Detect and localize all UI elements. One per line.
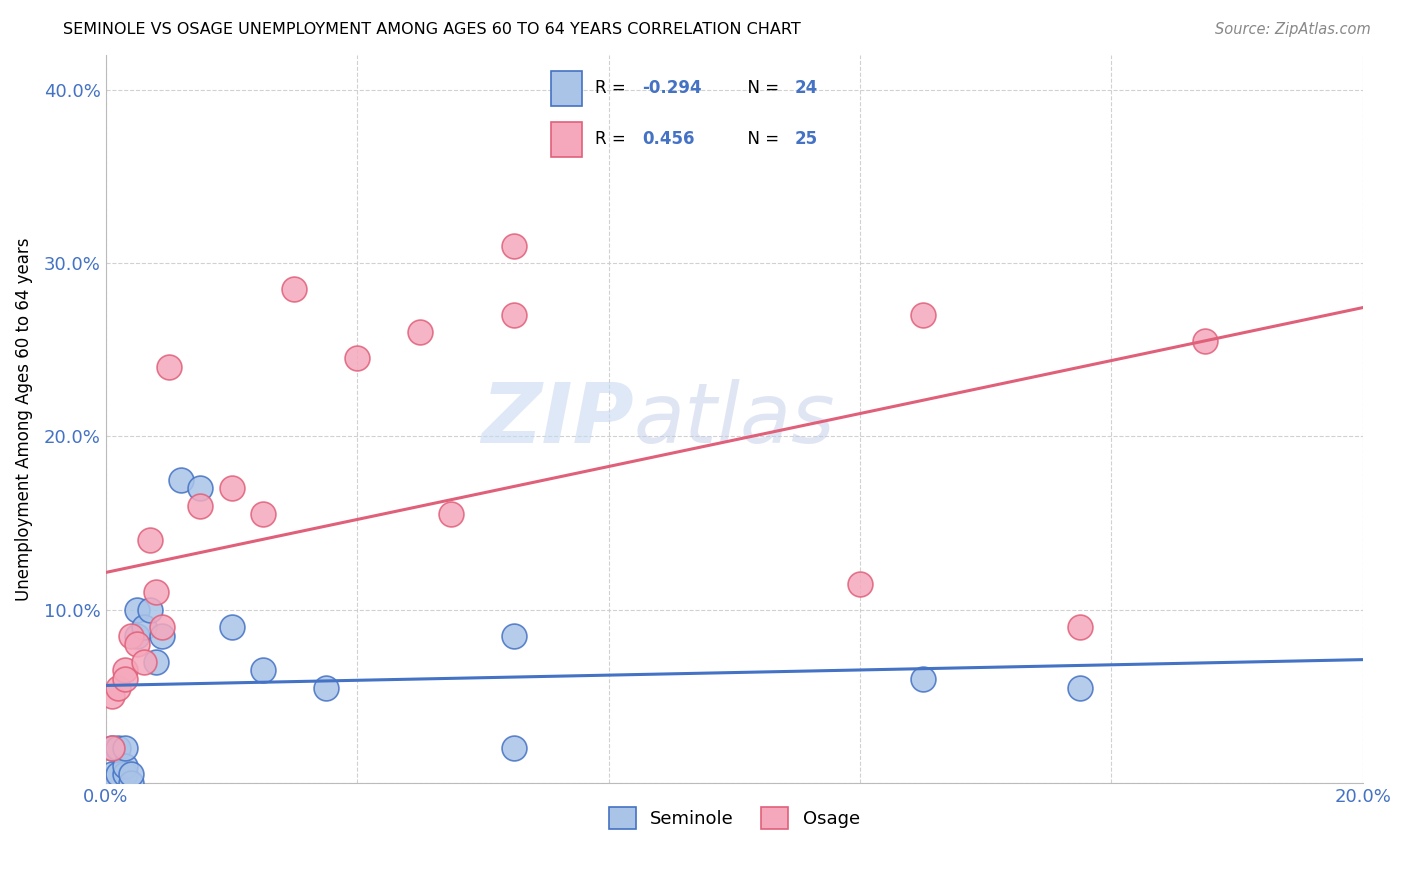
Point <box>911 672 934 686</box>
Point <box>127 603 149 617</box>
Point <box>139 533 162 548</box>
Bar <box>551 122 582 157</box>
Point <box>503 239 526 253</box>
Point <box>145 585 167 599</box>
Text: SEMINOLE VS OSAGE UNEMPLOYMENT AMONG AGES 60 TO 64 YEARS CORRELATION CHART: SEMINOLE VS OSAGE UNEMPLOYMENT AMONG AGE… <box>63 22 801 37</box>
Point <box>252 664 274 678</box>
Point <box>139 603 162 617</box>
Point <box>849 576 872 591</box>
Text: ZIP: ZIP <box>481 378 634 459</box>
Point <box>440 508 463 522</box>
Point <box>107 741 129 756</box>
Text: -0.294: -0.294 <box>643 79 702 97</box>
Point <box>132 655 155 669</box>
Text: N =: N = <box>738 130 785 148</box>
Point <box>120 767 142 781</box>
Text: 0.456: 0.456 <box>643 130 695 148</box>
Point <box>132 620 155 634</box>
Point <box>114 672 136 686</box>
Point <box>120 629 142 643</box>
Point <box>1069 681 1091 695</box>
Legend: Seminole, Osage: Seminole, Osage <box>602 799 868 836</box>
Text: R =: R = <box>595 79 631 97</box>
Point <box>1194 334 1216 348</box>
Text: atlas: atlas <box>634 378 835 459</box>
Point <box>120 776 142 790</box>
Point <box>503 308 526 322</box>
Point <box>346 351 368 366</box>
Text: 25: 25 <box>794 130 817 148</box>
Text: N =: N = <box>738 79 785 97</box>
Point <box>188 482 211 496</box>
Point <box>503 741 526 756</box>
Point <box>911 308 934 322</box>
Point <box>114 767 136 781</box>
Bar <box>551 70 582 105</box>
Point <box>114 741 136 756</box>
Point <box>188 499 211 513</box>
Point <box>127 637 149 651</box>
Point <box>409 326 432 340</box>
Point <box>127 629 149 643</box>
Text: Source: ZipAtlas.com: Source: ZipAtlas.com <box>1215 22 1371 37</box>
Text: 24: 24 <box>794 79 818 97</box>
Point <box>101 741 124 756</box>
Point <box>503 629 526 643</box>
Point <box>152 620 174 634</box>
Point <box>145 655 167 669</box>
Point <box>170 473 193 487</box>
Point <box>107 681 129 695</box>
Point <box>114 664 136 678</box>
Point <box>221 482 243 496</box>
Point <box>101 741 124 756</box>
Y-axis label: Unemployment Among Ages 60 to 64 years: Unemployment Among Ages 60 to 64 years <box>15 237 32 601</box>
Point <box>107 767 129 781</box>
Point <box>152 629 174 643</box>
Point <box>114 758 136 772</box>
Point <box>283 282 305 296</box>
Point <box>101 690 124 704</box>
Point <box>252 508 274 522</box>
Point <box>315 681 337 695</box>
Text: R =: R = <box>595 130 637 148</box>
Point <box>221 620 243 634</box>
Point <box>1069 620 1091 634</box>
Point <box>157 360 180 375</box>
Point <box>101 767 124 781</box>
